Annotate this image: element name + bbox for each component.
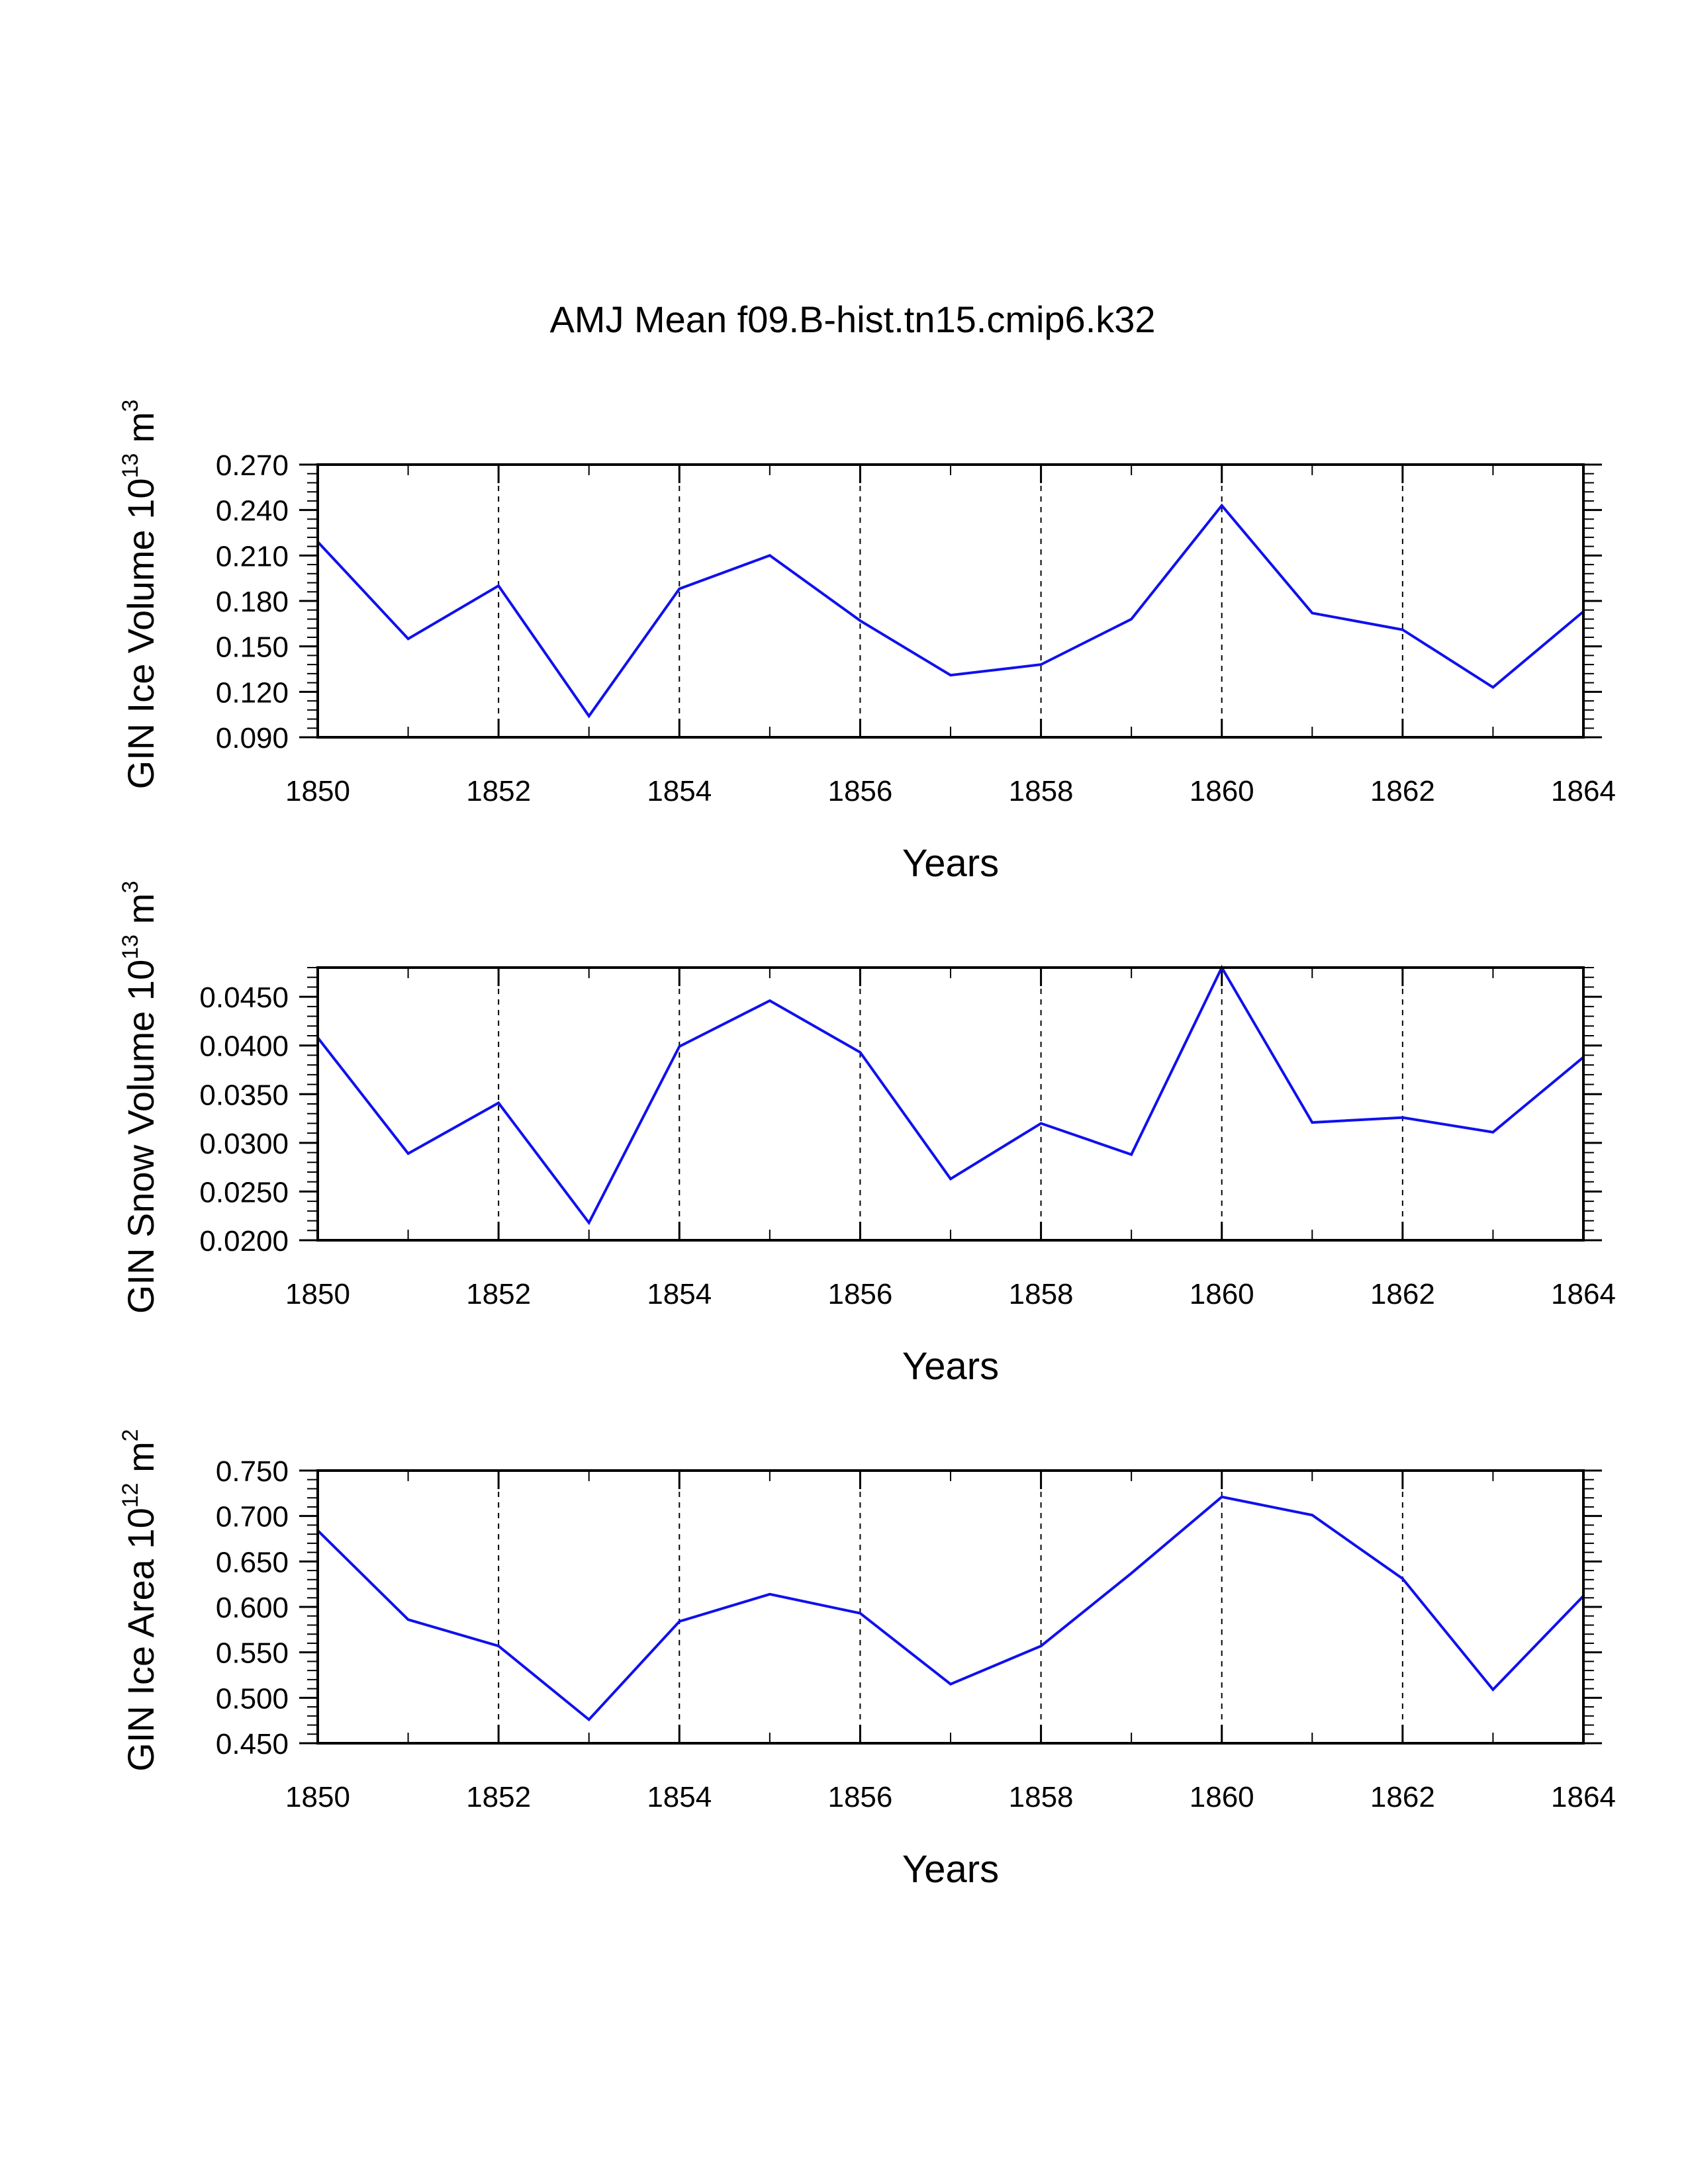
ice-volume-x-tick-label: 1852 — [466, 775, 531, 807]
ice-area-x-tick-label: 1850 — [285, 1781, 350, 1813]
ice-volume-x-tick-label: 1856 — [827, 775, 892, 807]
ice-area-series-line — [316, 1495, 1585, 1722]
snow-volume-y-tick-label: 0.0350 — [199, 1079, 289, 1111]
ice-area-y-axis-label-unit: m — [120, 1441, 162, 1482]
ice-volume-y-axis-label-unit: m — [120, 412, 162, 453]
snow-volume-y-tick-label: 0.0450 — [199, 981, 289, 1014]
ice-area-x-axis-label: Years — [902, 1848, 999, 1891]
ice-volume-y-tick-label: 0.180 — [216, 586, 289, 618]
ice-area-x-tick-label: 1852 — [466, 1781, 531, 1813]
snow-volume-y-tick-label: 0.0250 — [199, 1176, 289, 1208]
snow-volume-x-tick-label: 1856 — [827, 1278, 892, 1310]
snow-volume-series-line — [316, 964, 1585, 1226]
ice-volume-y-tick-label: 0.240 — [216, 495, 289, 527]
ice-area-x-tick-label: 1858 — [1009, 1781, 1074, 1813]
snow-volume-x-axis-label: Years — [902, 1345, 999, 1388]
ice-area-y-tick-label: 0.550 — [216, 1637, 289, 1670]
ice-volume-y-tick-label: 0.090 — [216, 722, 289, 754]
ice-volume-x-tick-label: 1850 — [285, 775, 350, 807]
snow-volume-y-tick-label: 0.0300 — [199, 1128, 289, 1160]
ice-volume-x-tick-label: 1862 — [1370, 775, 1435, 807]
snow-volume-plot-frame — [316, 966, 1585, 1242]
ice-volume-y-axis-label-unit-exponent: 3 — [118, 400, 143, 412]
ice-volume-plot-frame — [316, 463, 1585, 739]
snow-volume-x-tick-label: 1850 — [285, 1278, 350, 1310]
ice-area-y-axis-label-text: GIN Ice Area 10 — [120, 1508, 162, 1771]
ice-volume-x-tick-label: 1860 — [1190, 775, 1254, 807]
ice-volume-y-axis-label: GIN Ice Volume 1013 m3 — [118, 400, 162, 790]
snow-volume-y-axis-label-unit-exponent: 3 — [118, 881, 143, 893]
snow-volume-y-tick-label: 0.0200 — [199, 1225, 289, 1257]
ice-area-x-tick-label: 1864 — [1551, 1781, 1616, 1813]
ice-area-y-axis-label-exponent: 12 — [118, 1482, 143, 1508]
ice-area-y-tick-label: 0.500 — [216, 1682, 289, 1715]
ice-volume-y-tick-label: 0.210 — [216, 540, 289, 572]
ice-area-x-tick-label: 1854 — [647, 1781, 712, 1813]
ice-area-y-tick-label: 0.600 — [216, 1592, 289, 1624]
ice-area-y-tick-label: 0.750 — [216, 1455, 289, 1488]
snow-volume-x-tick-label: 1860 — [1190, 1278, 1254, 1310]
snow-volume-x-tick-label: 1854 — [647, 1278, 712, 1310]
snow-volume-x-tick-label: 1862 — [1370, 1278, 1435, 1310]
ice-volume-x-tick-label: 1858 — [1009, 775, 1074, 807]
figure-title: AMJ Mean f09.B-hist.tn15.cmip6.k32 — [549, 298, 1155, 340]
ice-area-y-axis-label-unit-exponent: 2 — [118, 1429, 143, 1441]
ice-volume-y-tick-label: 0.270 — [216, 449, 289, 482]
ice-area-x-tick-label: 1862 — [1370, 1781, 1435, 1813]
ice-area-y-tick-label: 0.450 — [216, 1728, 289, 1760]
ice-volume-panel: 1850 1852 1854 1856 1858 1860 1862 1864 0.090 0.1… — [118, 400, 1616, 885]
ice-area-panel: 1850 1852 1854 1856 1858 1860 1862 1864 0.450 0.5… — [118, 1429, 1616, 1891]
ice-area-y-axis-label: GIN Ice Area 1012 m2 — [118, 1429, 162, 1771]
ice-volume-series-line — [316, 503, 1585, 719]
snow-volume-y-axis-label-unit: m — [120, 893, 162, 934]
ice-area-x-tick-label: 1856 — [827, 1781, 892, 1813]
snow-volume-y-axis-label-text: GIN Snow Volume 10 — [120, 960, 162, 1314]
ice-volume-x-tick-label: 1864 — [1551, 775, 1616, 807]
ice-volume-x-axis-label: Years — [902, 842, 999, 885]
snow-volume-y-axis-label-exponent: 13 — [118, 934, 143, 960]
snow-volume-x-tick-label: 1864 — [1551, 1278, 1616, 1310]
snow-volume-x-tick-label: 1852 — [466, 1278, 531, 1310]
snow-volume-panel: 1850 1852 1854 1856 1858 1860 1862 1864 0.0200 0.… — [118, 881, 1616, 1388]
snow-volume-x-tick-label: 1858 — [1009, 1278, 1074, 1310]
ice-area-y-tick-label: 0.700 — [216, 1501, 289, 1533]
ice-volume-y-axis-label-exponent: 13 — [118, 453, 143, 478]
ice-volume-y-axis-label-text: GIN Ice Volume 10 — [120, 478, 162, 789]
ice-volume-x-tick-label: 1854 — [647, 775, 712, 807]
snow-volume-y-tick-label: 0.0400 — [199, 1030, 289, 1063]
ice-volume-y-tick-label: 0.120 — [216, 676, 289, 709]
ice-volume-y-tick-label: 0.150 — [216, 631, 289, 664]
ice-area-plot-frame — [316, 1469, 1585, 1745]
snow-volume-y-axis-label: GIN Snow Volume 1013 m3 — [118, 881, 162, 1314]
ice-area-x-tick-label: 1860 — [1190, 1781, 1254, 1813]
ice-area-y-tick-label: 0.650 — [216, 1546, 289, 1578]
panels: 1850 1852 1854 1856 1858 1860 1862 1864 0.090 0.1… — [118, 400, 1616, 1891]
